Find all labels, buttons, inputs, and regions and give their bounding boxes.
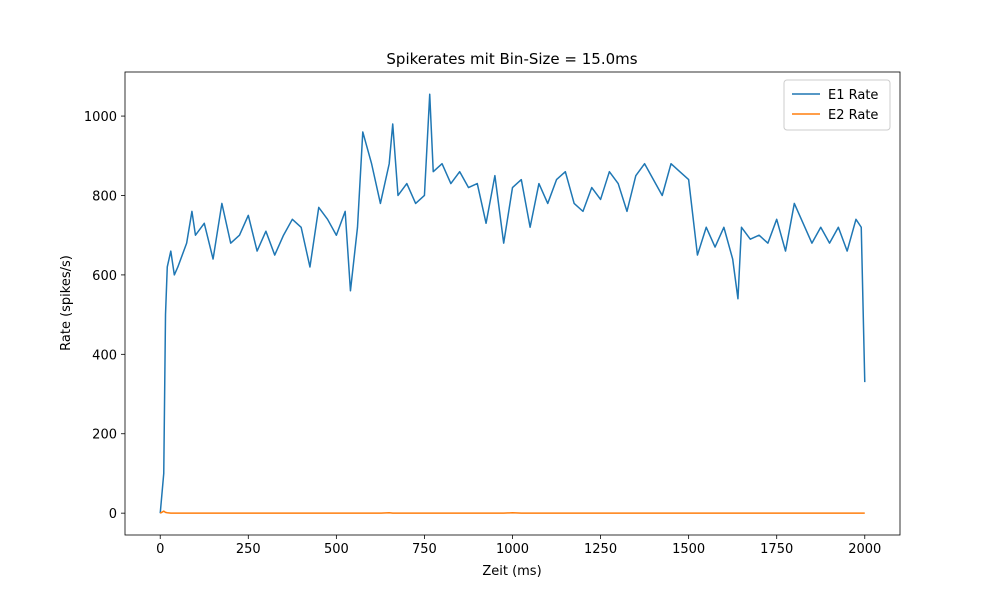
x-tick-label: 1000 (496, 542, 529, 557)
chart-title: Spikerates mit Bin-Size = 15.0ms (386, 50, 637, 68)
plot-frame (124, 71, 901, 536)
legend-label: E1 Rate (828, 88, 878, 103)
y-tick-label: 0 (109, 507, 117, 522)
x-tick-label: 1750 (760, 542, 793, 557)
x-tick-label: 750 (412, 542, 437, 557)
y-tick-label: 200 (92, 428, 117, 443)
x-tick-label: 250 (236, 542, 261, 557)
y-tick-label: 400 (92, 348, 117, 363)
x-tick-label: 1500 (672, 542, 705, 557)
y-axis-label: Rate (spikes/s) (59, 255, 74, 351)
data-line (159, 93, 866, 514)
x-tick-label: 0 (156, 542, 164, 557)
legend-label: E2 Rate (828, 108, 878, 123)
legend-box (783, 79, 891, 131)
x-tick-label: 500 (324, 542, 349, 557)
y-tick-label: 600 (92, 269, 117, 284)
y-tick-label: 800 (92, 189, 117, 204)
y-tick-label: 1000 (84, 110, 117, 125)
x-tick-label: 1250 (584, 542, 617, 557)
x-tick-label: 2000 (848, 542, 881, 557)
data-line (159, 510, 865, 514)
x-axis-label: Zeit (ms) (482, 564, 541, 579)
